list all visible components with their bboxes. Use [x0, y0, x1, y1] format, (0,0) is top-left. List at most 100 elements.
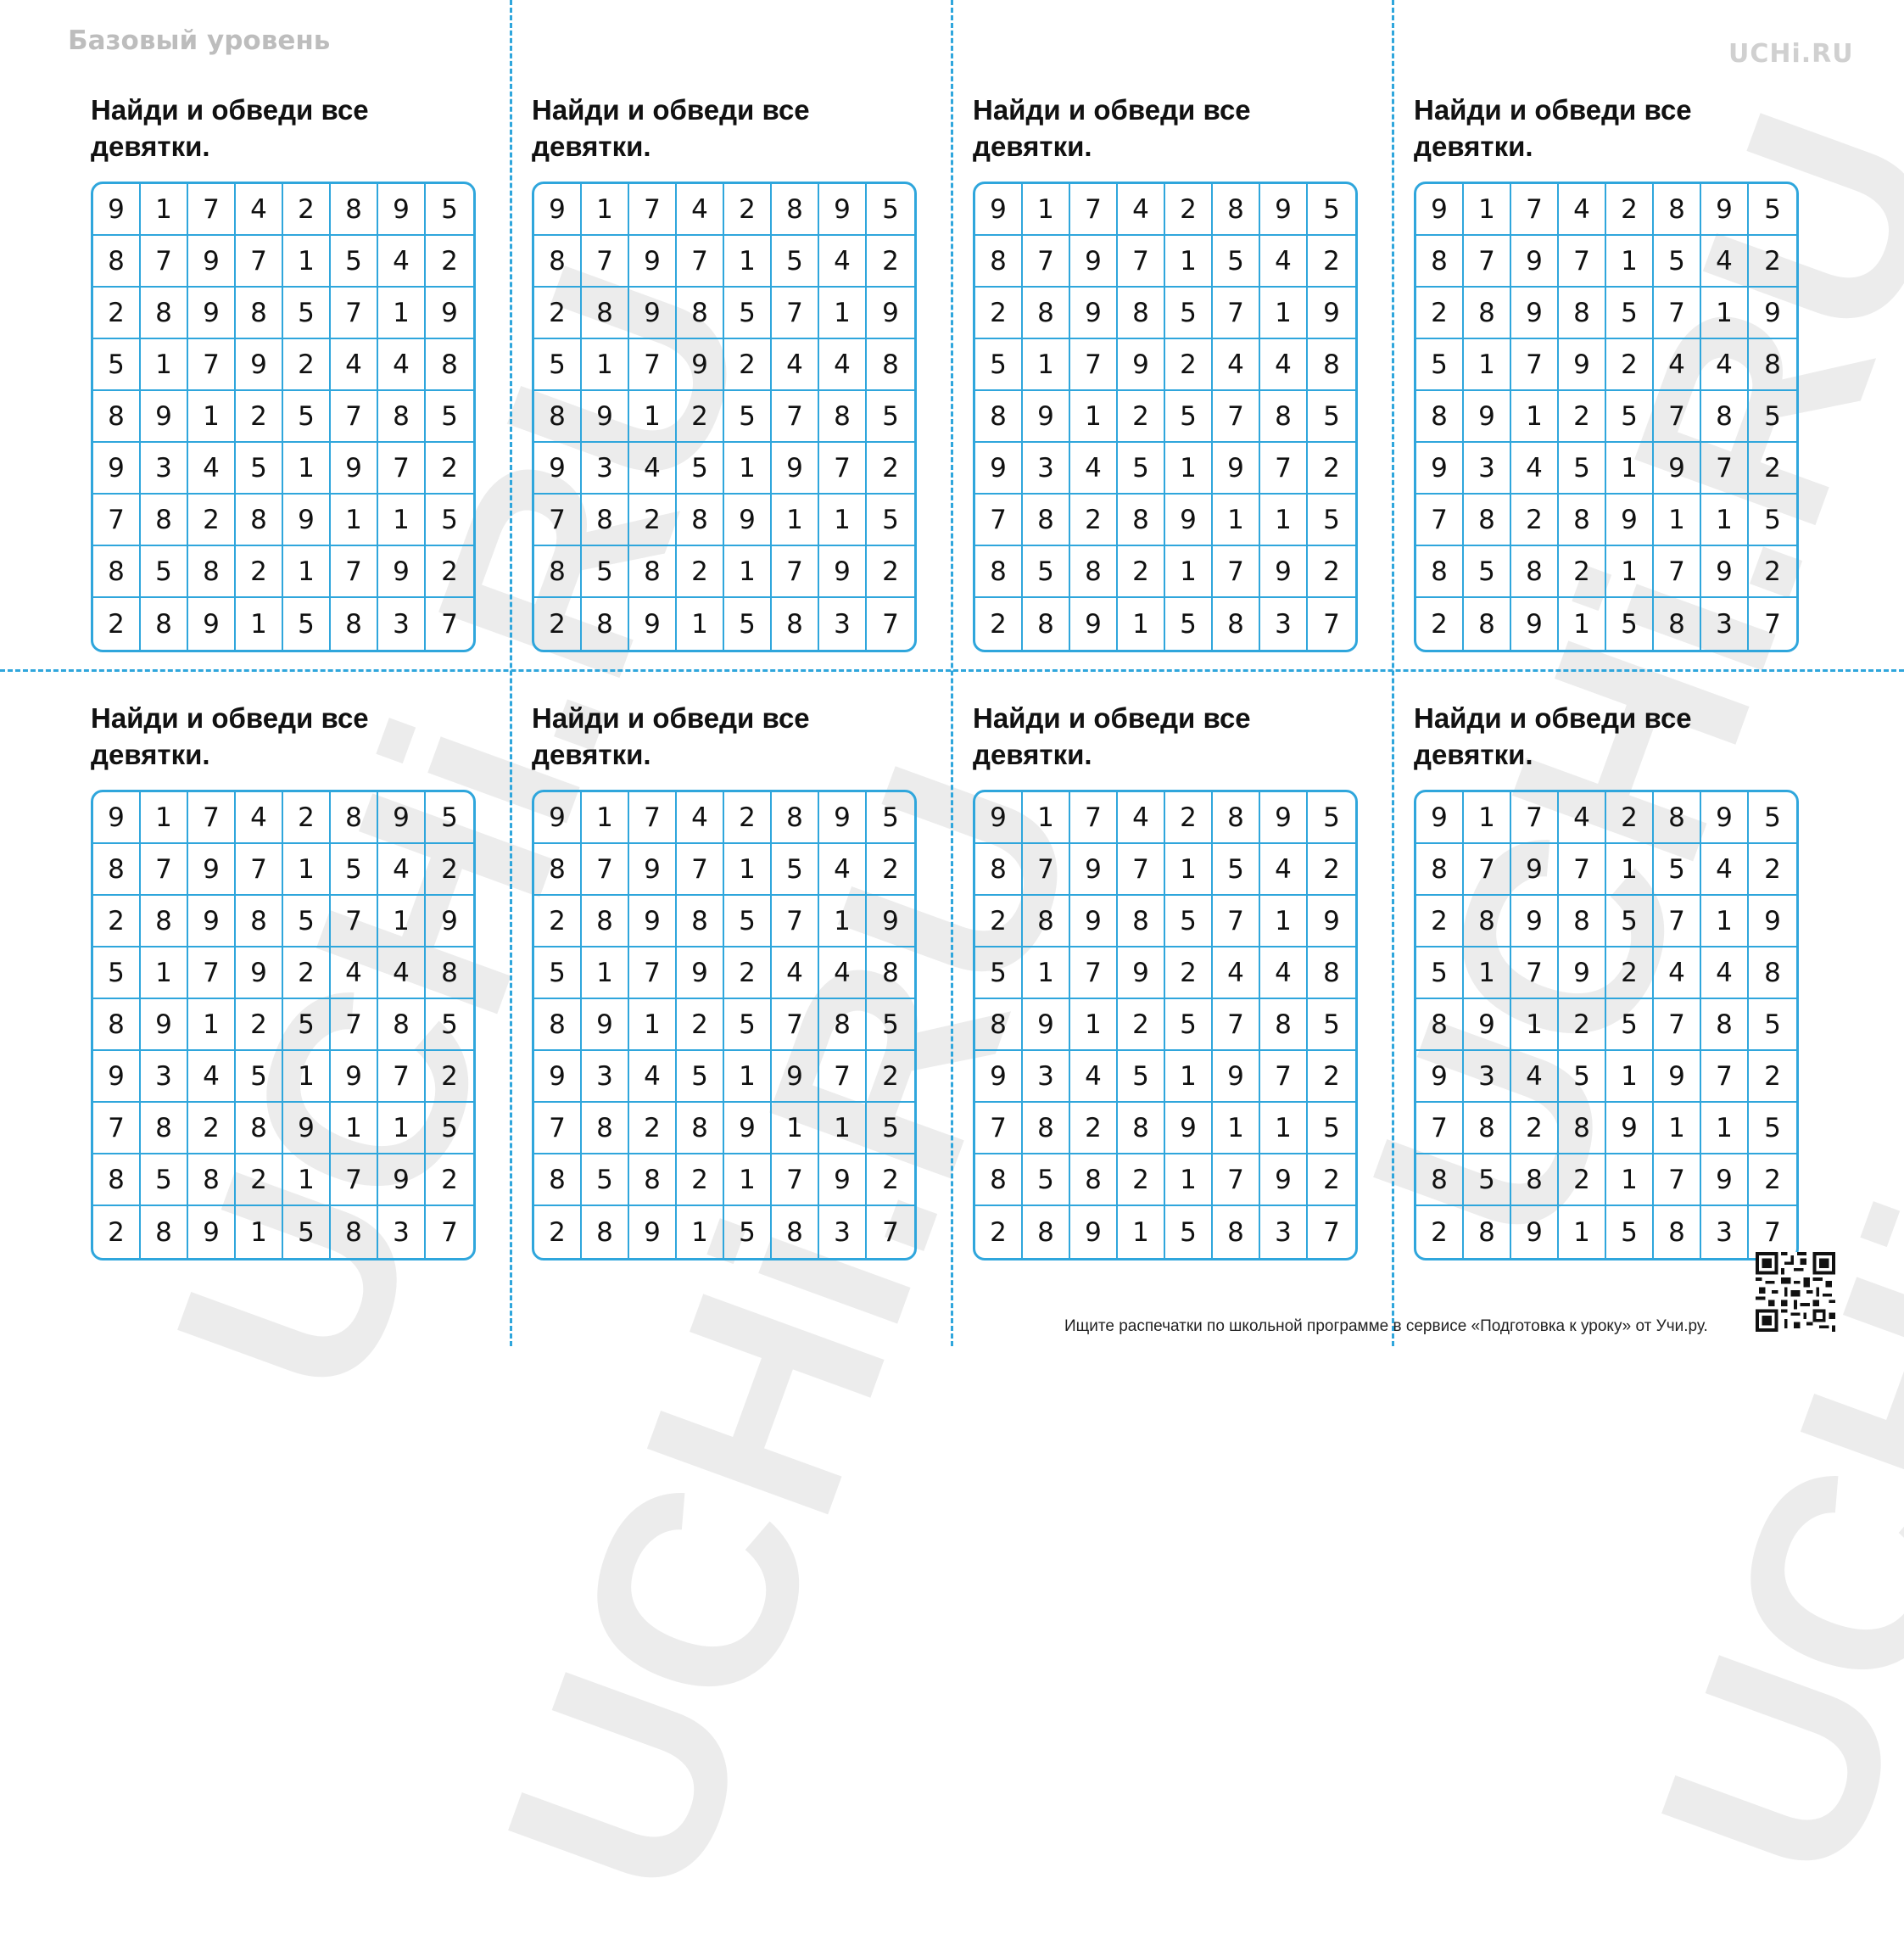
grid-cell[interactable]: 9	[819, 792, 867, 844]
grid-cell[interactable]: 1	[1606, 546, 1654, 598]
grid-cell[interactable]: 9	[819, 1154, 867, 1206]
grid-cell[interactable]: 7	[677, 236, 724, 288]
grid-cell[interactable]: 7	[1654, 1154, 1701, 1206]
grid-cell[interactable]: 7	[1559, 844, 1606, 896]
grid-cell[interactable]: 8	[1749, 947, 1796, 999]
grid-cell[interactable]: 7	[1070, 792, 1118, 844]
grid-cell[interactable]: 8	[1464, 896, 1511, 947]
grid-cell[interactable]: 1	[236, 1206, 283, 1258]
grid-cell[interactable]: 4	[1260, 947, 1308, 999]
grid-cell[interactable]: 4	[188, 443, 236, 495]
grid-cell[interactable]: 1	[1701, 288, 1749, 339]
grid-cell[interactable]: 2	[1308, 443, 1355, 495]
grid-cell[interactable]: 7	[1213, 391, 1260, 443]
grid-cell[interactable]: 7	[1213, 288, 1260, 339]
grid-cell[interactable]: 1	[677, 1206, 724, 1258]
grid-cell[interactable]: 3	[1701, 598, 1749, 650]
grid-cell[interactable]: 5	[1213, 844, 1260, 896]
grid-cell[interactable]: 1	[724, 236, 772, 288]
grid-cell[interactable]: 5	[1749, 391, 1796, 443]
grid-cell[interactable]: 9	[1559, 339, 1606, 391]
grid-cell[interactable]: 9	[1511, 844, 1559, 896]
grid-cell[interactable]: 7	[975, 1103, 1023, 1154]
grid-cell[interactable]: 9	[188, 896, 236, 947]
grid-cell[interactable]: 1	[378, 495, 426, 546]
grid-cell[interactable]: 7	[1464, 844, 1511, 896]
grid-cell[interactable]: 8	[1559, 495, 1606, 546]
grid-cell[interactable]: 9	[867, 288, 914, 339]
grid-cell[interactable]: 8	[534, 844, 582, 896]
grid-cell[interactable]: 9	[1070, 236, 1118, 288]
grid-cell[interactable]: 8	[677, 495, 724, 546]
grid-cell[interactable]: 8	[772, 184, 819, 236]
grid-cell[interactable]: 2	[283, 339, 331, 391]
grid-cell[interactable]: 2	[1416, 896, 1464, 947]
grid-cell[interactable]: 5	[1165, 999, 1213, 1051]
grid-cell[interactable]: 5	[1606, 896, 1654, 947]
grid-cell[interactable]: 7	[93, 1103, 141, 1154]
grid-cell[interactable]: 5	[1416, 947, 1464, 999]
grid-cell[interactable]: 1	[724, 546, 772, 598]
grid-cell[interactable]: 1	[1023, 184, 1070, 236]
grid-cell[interactable]: 8	[1118, 495, 1165, 546]
grid-cell[interactable]: 2	[1118, 391, 1165, 443]
grid-cell[interactable]: 5	[1749, 184, 1796, 236]
grid-cell[interactable]: 9	[1701, 184, 1749, 236]
grid-cell[interactable]: 1	[1165, 236, 1213, 288]
grid-cell[interactable]: 5	[724, 288, 772, 339]
grid-cell[interactable]: 7	[1213, 1154, 1260, 1206]
grid-cell[interactable]: 8	[1308, 339, 1355, 391]
grid-cell[interactable]: 2	[677, 999, 724, 1051]
grid-cell[interactable]: 8	[677, 288, 724, 339]
grid-cell[interactable]: 8	[1701, 999, 1749, 1051]
grid-cell[interactable]: 9	[1070, 288, 1118, 339]
grid-cell[interactable]: 1	[1606, 1051, 1654, 1103]
grid-cell[interactable]: 5	[1165, 288, 1213, 339]
grid-cell[interactable]: 7	[1213, 999, 1260, 1051]
grid-cell[interactable]: 8	[1416, 999, 1464, 1051]
grid-cell[interactable]: 9	[1606, 1103, 1654, 1154]
grid-cell[interactable]: 1	[1606, 844, 1654, 896]
grid-cell[interactable]: 2	[867, 844, 914, 896]
grid-cell[interactable]: 9	[975, 1051, 1023, 1103]
grid-cell[interactable]: 8	[93, 999, 141, 1051]
grid-cell[interactable]: 5	[867, 792, 914, 844]
grid-cell[interactable]: 5	[426, 495, 473, 546]
grid-cell[interactable]: 8	[819, 999, 867, 1051]
grid-cell[interactable]: 9	[331, 443, 378, 495]
grid-cell[interactable]: 2	[724, 339, 772, 391]
grid-cell[interactable]: 1	[188, 391, 236, 443]
grid-cell[interactable]: 2	[188, 495, 236, 546]
grid-cell[interactable]: 7	[772, 288, 819, 339]
grid-cell[interactable]: 2	[975, 598, 1023, 650]
grid-cell[interactable]: 1	[331, 1103, 378, 1154]
grid-cell[interactable]: 4	[1118, 792, 1165, 844]
grid-cell[interactable]: 7	[1764, 1216, 1781, 1248]
grid-cell[interactable]: 8	[772, 598, 819, 650]
grid-cell[interactable]: 9	[1023, 999, 1070, 1051]
grid-cell[interactable]: 2	[1308, 546, 1355, 598]
grid-cell[interactable]: 5	[975, 947, 1023, 999]
grid-cell[interactable]: 3	[819, 1206, 867, 1258]
grid-cell[interactable]: 5	[1464, 1154, 1511, 1206]
grid-cell[interactable]: 2	[677, 391, 724, 443]
grid-cell[interactable]: 9	[1701, 792, 1749, 844]
grid-cell[interactable]: 8	[975, 844, 1023, 896]
grid-cell[interactable]: 5	[1749, 792, 1796, 844]
grid-cell[interactable]: 7	[188, 184, 236, 236]
grid-cell[interactable]: 5	[283, 288, 331, 339]
grid-cell[interactable]: 2	[283, 184, 331, 236]
grid-cell[interactable]: 8	[236, 896, 283, 947]
grid-cell[interactable]: 5	[93, 339, 141, 391]
grid-cell[interactable]: 2	[975, 288, 1023, 339]
grid-cell[interactable]: 8	[141, 495, 188, 546]
grid-cell[interactable]: 1	[283, 546, 331, 598]
grid-cell[interactable]: 1	[819, 896, 867, 947]
grid-cell[interactable]: 3	[582, 443, 629, 495]
grid-cell[interactable]: 2	[236, 391, 283, 443]
grid-cell[interactable]: 4	[1070, 443, 1118, 495]
grid-cell[interactable]: 7	[1511, 184, 1559, 236]
grid-cell[interactable]: 7	[1323, 608, 1340, 640]
grid-cell[interactable]: 4	[188, 1051, 236, 1103]
grid-cell[interactable]: 8	[141, 1103, 188, 1154]
